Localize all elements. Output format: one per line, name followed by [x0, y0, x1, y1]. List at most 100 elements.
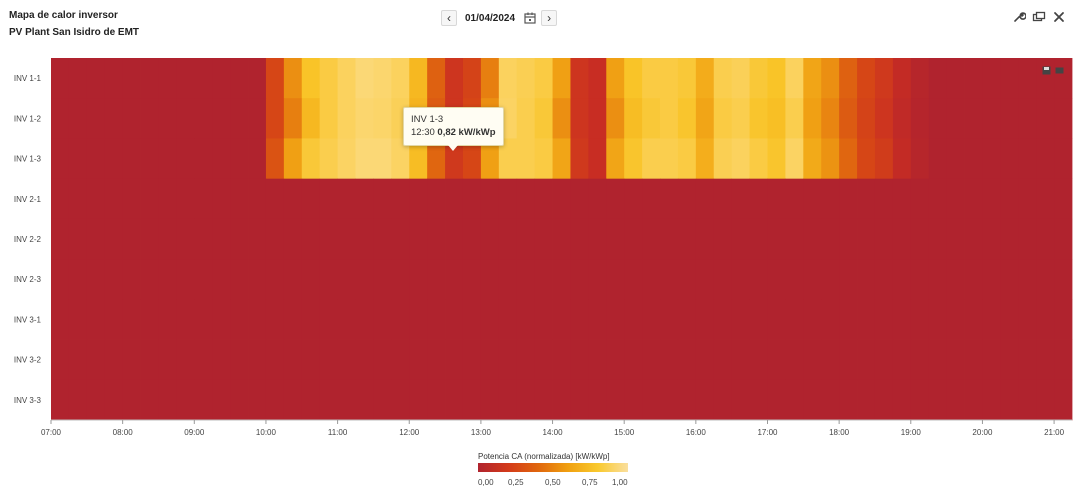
- heatmap-cell[interactable]: [642, 98, 661, 139]
- heatmap-cell[interactable]: [301, 98, 321, 139]
- heatmap-cell[interactable]: [230, 259, 249, 300]
- calendar-icon[interactable]: [523, 11, 537, 25]
- heatmap-cell[interactable]: [910, 178, 930, 220]
- heatmap-cell[interactable]: [409, 178, 428, 220]
- heatmap-cell[interactable]: [445, 299, 464, 340]
- heatmap-cell[interactable]: [928, 58, 948, 99]
- heatmap-cell[interactable]: [445, 259, 464, 300]
- heatmap-cell[interactable]: [68, 218, 88, 260]
- heatmap-cell[interactable]: [427, 259, 446, 300]
- heatmap-cell[interactable]: [910, 98, 930, 139]
- heatmap-cell[interactable]: [534, 98, 553, 139]
- heatmap-cell[interactable]: [892, 299, 912, 340]
- close-icon[interactable]: [1052, 10, 1066, 24]
- heatmap-cell[interactable]: [158, 58, 177, 99]
- heatmap-cell[interactable]: [301, 178, 321, 220]
- heatmap-cell[interactable]: [409, 218, 428, 260]
- heatmap-cell[interactable]: [928, 339, 948, 381]
- heatmap-cell[interactable]: [1054, 98, 1073, 139]
- heatmap-cell[interactable]: [642, 58, 661, 99]
- heatmap-cell[interactable]: [355, 218, 374, 260]
- heatmap-cell[interactable]: [624, 218, 643, 260]
- heatmap-cell[interactable]: [1054, 299, 1073, 340]
- heatmap-cell[interactable]: [176, 58, 195, 99]
- heatmap-cell[interactable]: [910, 299, 930, 340]
- heatmap-cell[interactable]: [122, 58, 141, 99]
- heatmap-cell[interactable]: [337, 58, 356, 99]
- heatmap-cell[interactable]: [839, 379, 858, 421]
- heatmap-cell[interactable]: [821, 259, 840, 300]
- heatmap-cell[interactable]: [194, 58, 213, 99]
- heatmap-cell[interactable]: [265, 259, 285, 300]
- heatmap-cell[interactable]: [749, 218, 768, 260]
- heatmap-cell[interactable]: [1018, 299, 1037, 340]
- heatmap-cell[interactable]: [767, 58, 786, 99]
- heatmap-cell[interactable]: [265, 339, 285, 381]
- heatmap-cell[interactable]: [480, 178, 500, 220]
- heatmap-cell[interactable]: [552, 178, 571, 220]
- heatmap-cell[interactable]: [104, 218, 124, 260]
- heatmap-cell[interactable]: [534, 299, 553, 340]
- heatmap-cell[interactable]: [803, 259, 822, 300]
- heatmap-cell[interactable]: [337, 218, 356, 260]
- heatmap-cell[interactable]: [731, 379, 750, 421]
- heatmap-cell[interactable]: [498, 58, 518, 99]
- heatmap-cell[interactable]: [695, 218, 715, 260]
- heatmap-cell[interactable]: [946, 58, 965, 99]
- heatmap-cell[interactable]: [928, 259, 948, 300]
- heatmap-cell[interactable]: [695, 339, 715, 381]
- heatmap-cell[interactable]: [283, 299, 303, 340]
- heatmap-cell[interactable]: [355, 98, 374, 139]
- heatmap-cell[interactable]: [176, 259, 195, 300]
- heatmap-cell[interactable]: [122, 98, 141, 139]
- heatmap-cell[interactable]: [337, 259, 356, 300]
- heatmap-cell[interactable]: [606, 218, 625, 260]
- heatmap-cell[interactable]: [86, 379, 106, 421]
- heatmap-cell[interactable]: [104, 98, 124, 139]
- heatmap-cell[interactable]: [785, 178, 804, 220]
- heatmap-cell[interactable]: [462, 339, 482, 381]
- heatmap-cell[interactable]: [606, 299, 625, 340]
- heatmap-cell[interactable]: [516, 58, 536, 99]
- heatmap-cell[interactable]: [248, 379, 267, 421]
- heatmap-cell[interactable]: [731, 218, 750, 260]
- heatmap-cell[interactable]: [194, 178, 213, 220]
- heatmap-cell[interactable]: [534, 138, 553, 180]
- heatmap-cell[interactable]: [51, 339, 70, 381]
- heatmap-cell[interactable]: [767, 178, 786, 220]
- heatmap-cell[interactable]: [104, 138, 124, 180]
- heatmap-cell[interactable]: [552, 218, 571, 260]
- heatmap-cell[interactable]: [570, 58, 589, 99]
- heatmap-cell[interactable]: [68, 339, 88, 381]
- heatmap-cell[interactable]: [86, 218, 106, 260]
- heatmap-cell[interactable]: [821, 218, 840, 260]
- heatmap-cell[interactable]: [516, 299, 536, 340]
- heatmap-cell[interactable]: [480, 138, 500, 180]
- heatmap-cell[interactable]: [516, 259, 536, 300]
- heatmap-cell[interactable]: [176, 138, 195, 180]
- heatmap-cell[interactable]: [391, 218, 410, 260]
- heatmap-cell[interactable]: [230, 339, 249, 381]
- heatmap-cell[interactable]: [910, 218, 930, 260]
- heatmap-cell[interactable]: [874, 259, 894, 300]
- heatmap-cell[interactable]: [68, 138, 88, 180]
- heatmap-cell[interactable]: [212, 218, 231, 260]
- heatmap-cell[interactable]: [588, 138, 607, 180]
- heatmap-cell[interactable]: [857, 58, 876, 99]
- heatmap-cell[interactable]: [51, 98, 70, 139]
- heatmap-cell[interactable]: [319, 138, 338, 180]
- heatmap-cell[interactable]: [1000, 98, 1019, 139]
- heatmap-cell[interactable]: [660, 379, 679, 421]
- heatmap-cell[interactable]: [857, 259, 876, 300]
- heatmap-cell[interactable]: [391, 58, 410, 99]
- heatmap-cell[interactable]: [731, 299, 750, 340]
- heatmap-cell[interactable]: [212, 259, 231, 300]
- heatmap-cell[interactable]: [122, 299, 141, 340]
- heatmap-cell[interactable]: [767, 299, 786, 340]
- heatmap-cell[interactable]: [642, 259, 661, 300]
- heatmap-cell[interactable]: [731, 138, 750, 180]
- heatmap-cell[interactable]: [158, 138, 177, 180]
- heatmap-cell[interactable]: [767, 259, 786, 300]
- heatmap-cell[interactable]: [910, 259, 930, 300]
- heatmap-cell[interactable]: [1018, 178, 1037, 220]
